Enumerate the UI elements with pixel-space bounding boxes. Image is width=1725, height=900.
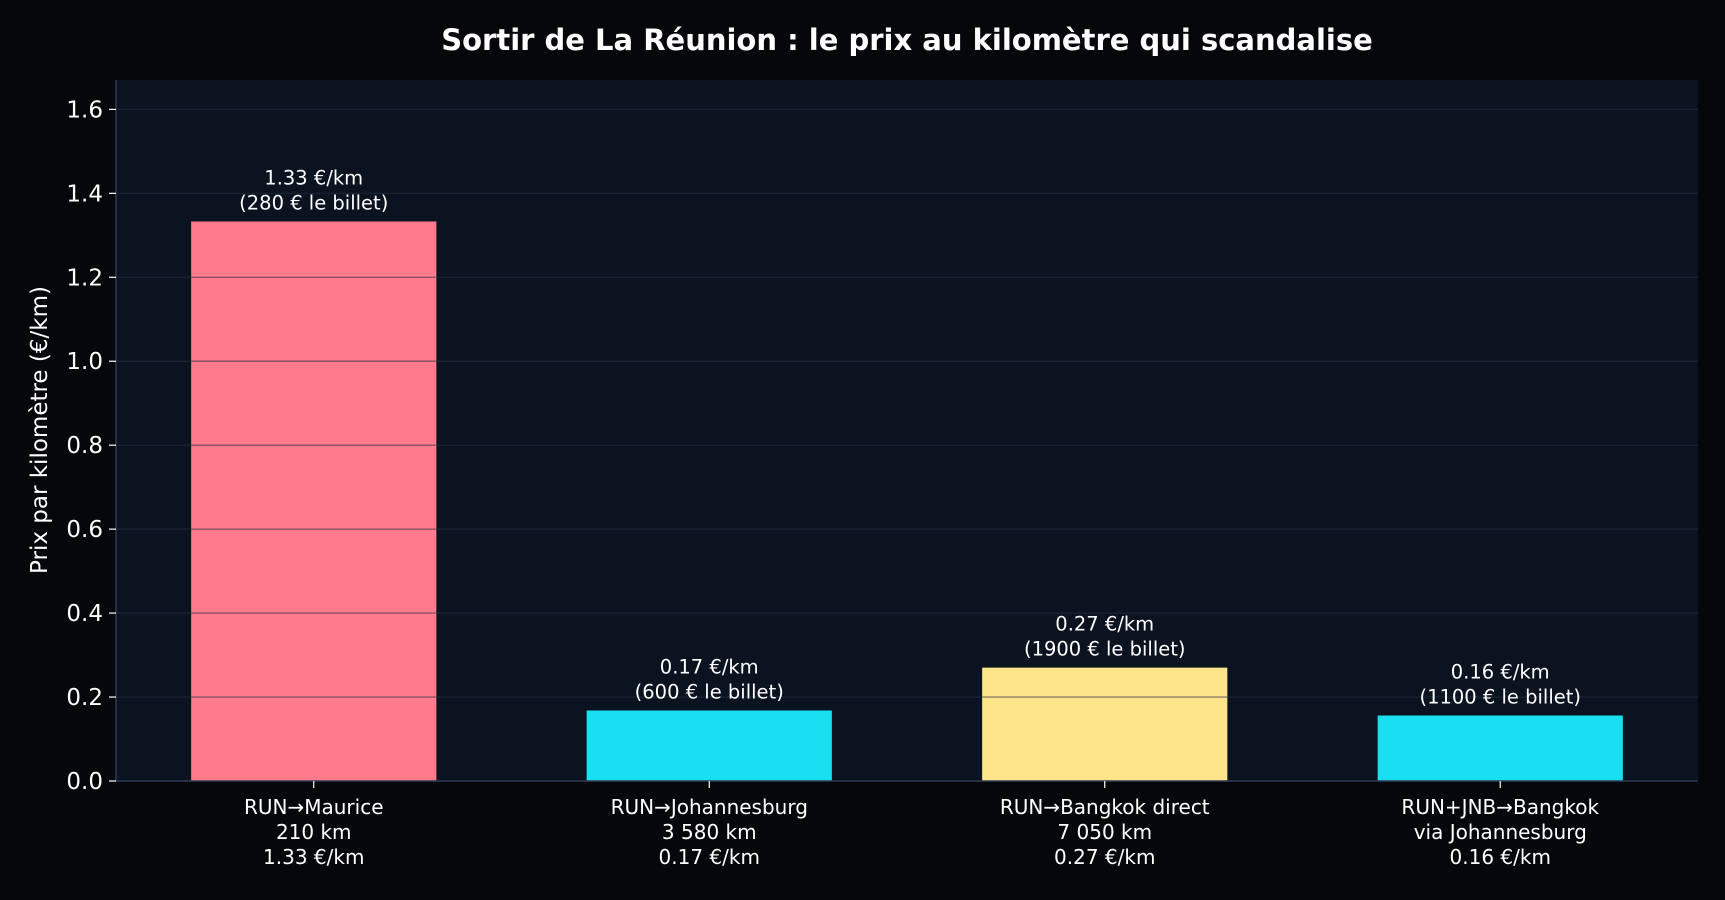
chart-title: Sortir de La Réunion : le prix au kilomè… [441, 23, 1373, 57]
data-label-value: 0.17 €/km [660, 655, 759, 678]
data-labels: 1.33 €/km(280 € le billet) 0.17 €/km(600 … [239, 166, 1581, 708]
y-tick-label: 1.6 [66, 97, 103, 123]
bar [586, 710, 832, 781]
y-tick-label: 0.6 [66, 517, 103, 543]
data-label-price: (600 € le billet) [635, 680, 784, 703]
x-tick-label: 1.33 €/km [263, 845, 364, 869]
bars [191, 221, 1623, 781]
x-tick-label: 7 050 km [1057, 820, 1152, 844]
y-tick-label: 0.0 [66, 769, 103, 795]
y-tick-label: 1.0 [66, 349, 103, 375]
data-label-value: 1.33 €/km [264, 166, 363, 189]
x-tick-label: 0.16 €/km [1450, 845, 1551, 869]
data-label-value: 0.27 €/km [1055, 613, 1154, 636]
y-tick-label: 1.2 [66, 265, 103, 291]
x-tick-label: RUN→Maurice [244, 795, 384, 819]
y-tick-label: 0.4 [66, 601, 103, 627]
data-label-value: 0.16 €/km [1451, 661, 1550, 684]
bar [982, 667, 1228, 781]
x-tick-label: via Johannesburg [1414, 820, 1587, 844]
x-tick-label: 3 580 km [662, 820, 757, 844]
data-label-price: (1900 € le billet) [1024, 638, 1186, 661]
bar [191, 221, 437, 781]
y-tick-label: 0.2 [66, 685, 103, 711]
y-axis-label: Prix par kilomètre (€/km) [27, 286, 53, 574]
y-axis-ticks: 0.0 0.2 0.4 0.6 0.8 1.0 1.2 1.4 1.6 [66, 97, 116, 795]
y-tick-label: 0.8 [66, 433, 103, 459]
x-tick-label: RUN+JNB→Bangkok [1401, 795, 1599, 819]
x-tick-label: RUN→Bangkok direct [1000, 795, 1210, 819]
data-label-price: (280 € le billet) [239, 191, 388, 214]
y-tick-label: 1.4 [66, 181, 103, 207]
data-label-price: (1100 € le billet) [1419, 686, 1581, 709]
axes [115, 80, 1698, 782]
x-tick-label: 0.17 €/km [659, 845, 760, 869]
x-tick-label: 210 km [276, 820, 352, 844]
x-tick-label: 0.27 €/km [1054, 845, 1155, 869]
bar [1377, 715, 1623, 781]
x-tick-label: RUN→Johannesburg [611, 795, 808, 819]
